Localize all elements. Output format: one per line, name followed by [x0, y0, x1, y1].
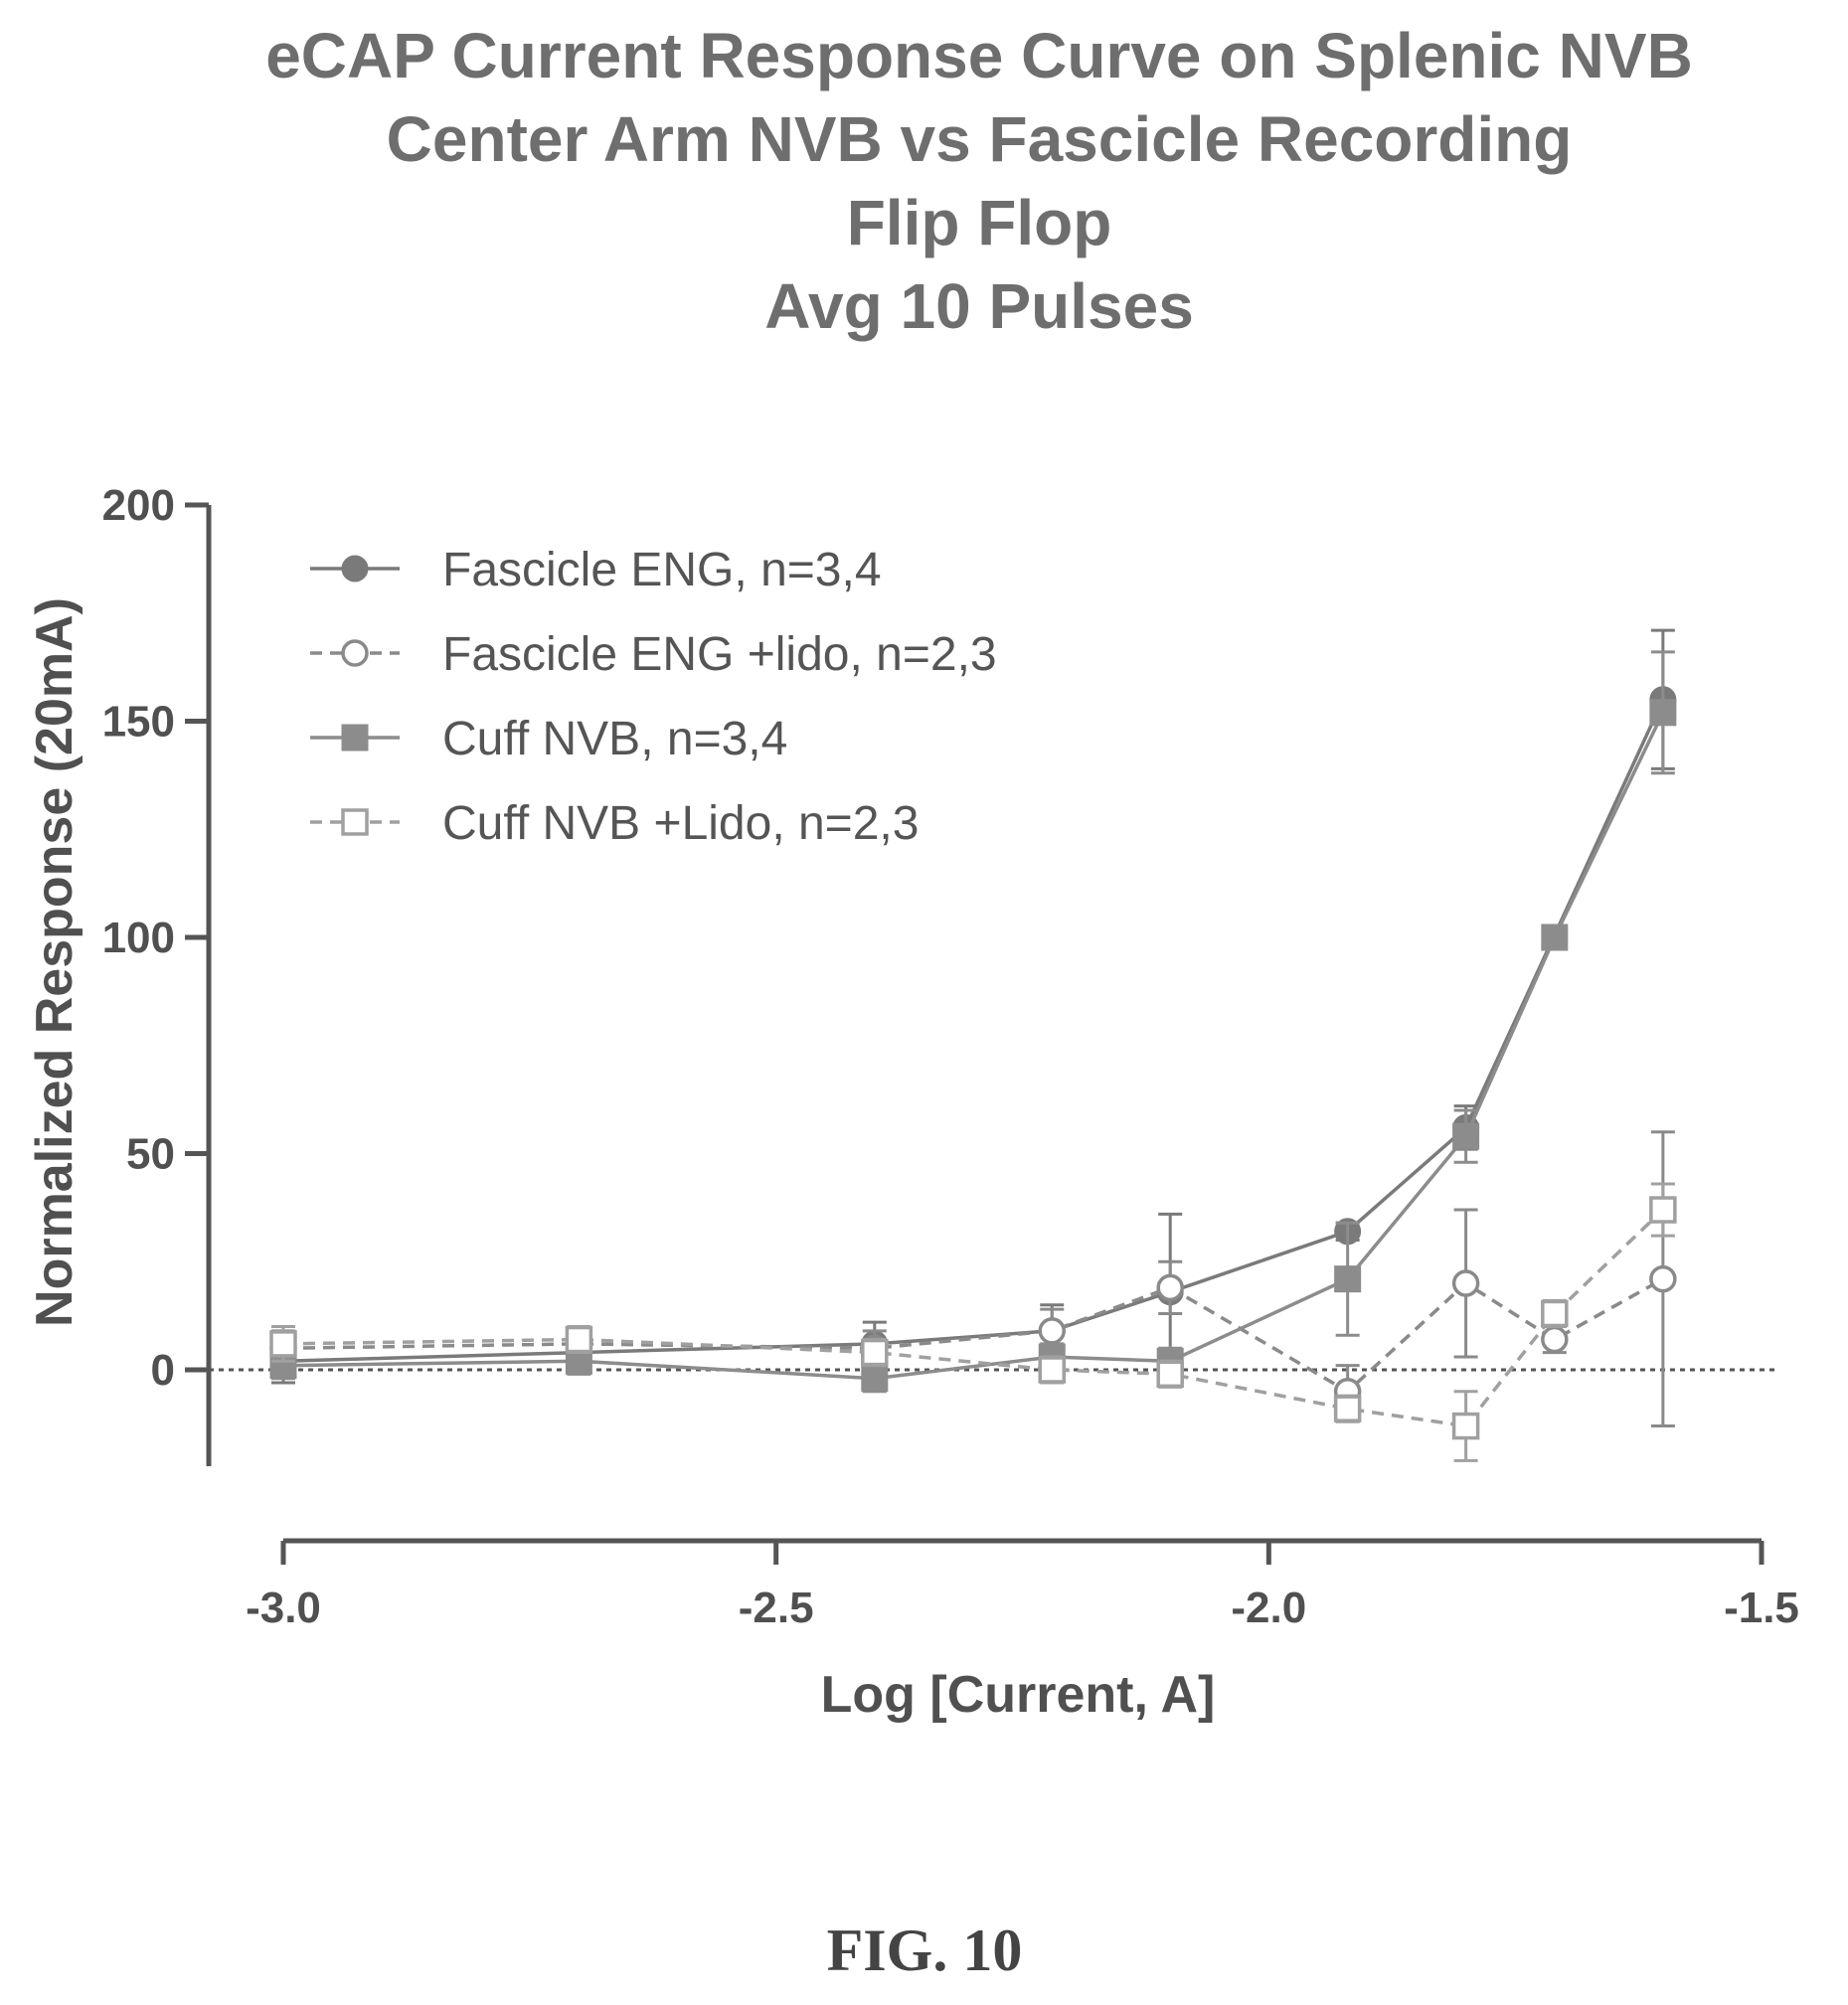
data-point [1541, 1299, 1569, 1328]
data-point [861, 1365, 889, 1393]
data-point [565, 1325, 593, 1354]
series-4 [269, 1182, 1677, 1462]
data-point [1334, 1265, 1362, 1293]
x-axis: -3.0 -2.5 -2.0 -1.5 [246, 1538, 1799, 1632]
title-line-2: Center Arm NVB vs Fascicle Recording [387, 103, 1573, 175]
data-point [1038, 1356, 1066, 1384]
y-tick-label: 100 [102, 914, 175, 962]
legend-item: Cuff NVB +Lido, n=2,3 [310, 797, 919, 850]
legend-label: Cuff NVB, n=3,4 [442, 713, 787, 765]
series-layer [269, 628, 1677, 1462]
legend: Fascicle ENG, n=3,4 Fascicle ENG +lido, n… [310, 544, 997, 850]
data-point [1541, 1325, 1569, 1354]
y-tick-label: 0 [151, 1346, 175, 1395]
x-tick-label: -2.5 [739, 1584, 814, 1632]
y-axis-title: Normalized Response (20mA) [26, 597, 84, 1327]
title-line-4: Avg 10 Pulses [764, 270, 1194, 342]
series-line [282, 699, 1665, 1364]
title-line-3: Flip Flop [847, 187, 1112, 258]
series-line [282, 1208, 1665, 1428]
data-point [1451, 1412, 1480, 1440]
legend-item: Fascicle ENG, n=3,4 [310, 544, 882, 596]
x-tick-label: -3.0 [246, 1584, 321, 1632]
y-axis: 0 50 100 150 200 [102, 481, 212, 1466]
legend-marker [341, 724, 369, 752]
data-point [1451, 1269, 1480, 1297]
title-line-1: eCAP Current Response Curve on Splenic N… [265, 20, 1693, 91]
x-axis-title: Log [Current, A] [821, 1666, 1216, 1724]
legend-marker [341, 555, 369, 583]
legend-label: Cuff NVB +Lido, n=2,3 [442, 797, 919, 850]
y-tick-label: 150 [102, 698, 175, 747]
y-tick-label: 50 [126, 1130, 175, 1179]
legend-label: Fascicle ENG, n=3,4 [442, 544, 882, 596]
x-tick-label: -2.0 [1231, 1584, 1306, 1632]
data-point [1452, 1122, 1480, 1150]
figure-caption: FIG. 10 [827, 1918, 1023, 1983]
data-point [861, 1338, 889, 1367]
series-2 [269, 1130, 1677, 1428]
data-point [1038, 1317, 1066, 1345]
legend-item: Cuff NVB, n=3,4 [310, 713, 787, 765]
x-tick-label: -1.5 [1724, 1584, 1799, 1632]
legend-marker [341, 808, 369, 836]
legend-label: Fascicle ENG +lido, n=2,3 [442, 628, 997, 681]
data-point [1649, 1196, 1677, 1224]
y-tick-label: 200 [102, 481, 175, 530]
legend-marker [341, 639, 369, 667]
data-point [1541, 923, 1569, 951]
data-point [1649, 699, 1677, 727]
chart-title: eCAP Current Response Curve on Splenic N… [265, 20, 1693, 342]
data-point [1156, 1273, 1184, 1302]
data-point [269, 1330, 297, 1358]
legend-item: Fascicle ENG +lido, n=2,3 [310, 628, 997, 681]
data-point [1649, 1264, 1677, 1293]
data-point [1333, 1395, 1362, 1422]
data-point [1156, 1360, 1184, 1389]
